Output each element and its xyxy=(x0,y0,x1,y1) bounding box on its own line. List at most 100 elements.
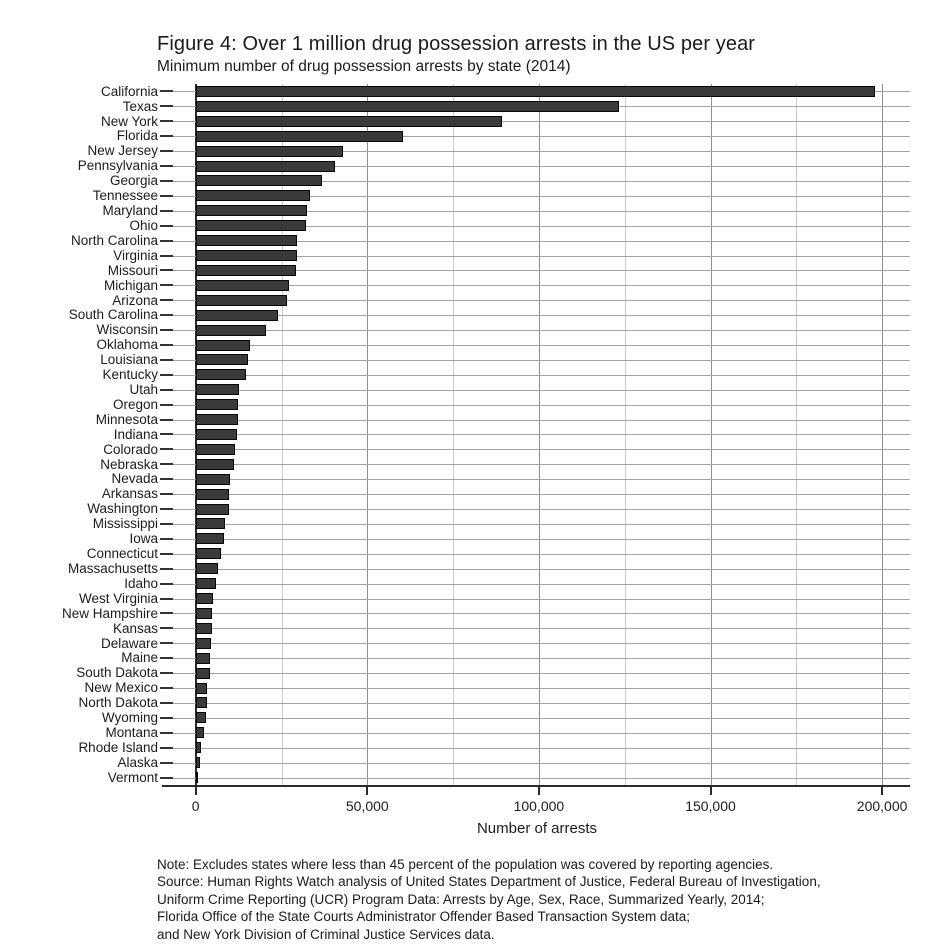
bar xyxy=(195,100,619,112)
row-gridline xyxy=(172,330,910,332)
bar xyxy=(195,205,307,217)
y-tick xyxy=(160,597,173,600)
y-tick xyxy=(160,239,173,242)
bar-row: Montana xyxy=(0,725,946,740)
state-label: Vermont xyxy=(107,769,158,785)
state-label: Idaho xyxy=(124,575,158,591)
row-gridline xyxy=(172,255,910,257)
y-tick xyxy=(160,269,173,272)
bar-row: New Jersey xyxy=(0,144,946,159)
bar xyxy=(195,175,322,187)
bar xyxy=(195,667,211,679)
row-gridline xyxy=(172,136,910,138)
note-line: Source: Human Rights Watch analysis of U… xyxy=(157,874,821,890)
state-label: Rhode Island xyxy=(78,739,158,755)
bar-row: Nebraska xyxy=(0,457,946,472)
state-label: Georgia xyxy=(109,173,158,189)
bar-row: Missouri xyxy=(0,263,946,278)
state-label: Colorado xyxy=(103,441,158,457)
y-tick xyxy=(160,344,173,346)
row-gridline xyxy=(172,151,910,153)
bar-row: Michigan xyxy=(0,278,946,293)
y-tick xyxy=(160,388,173,391)
bar-row: New Hampshire xyxy=(0,606,946,621)
bar xyxy=(195,548,221,560)
row-gridline xyxy=(172,434,910,436)
state-label: Iowa xyxy=(129,531,158,547)
bar-row: Kansas xyxy=(0,621,946,636)
state-label: Michigan xyxy=(103,277,158,293)
y-tick xyxy=(160,150,173,153)
bar-row: West Virginia xyxy=(0,591,946,606)
bar-row: Rhode Island xyxy=(0,740,946,755)
bar-row: Indiana xyxy=(0,427,946,442)
y-tick xyxy=(160,657,173,660)
bar-row: New Mexico xyxy=(0,681,946,696)
y-tick xyxy=(160,567,173,570)
y-tick xyxy=(160,194,173,197)
state-label: Wisconsin xyxy=(96,322,158,338)
state-label: Wyoming xyxy=(101,710,158,726)
row-gridline xyxy=(172,449,910,451)
bar-row: South Dakota xyxy=(0,666,946,681)
bar xyxy=(195,518,226,530)
figure-subtitle: Minimum number of drug possession arrest… xyxy=(157,58,571,75)
state-label: New Jersey xyxy=(87,143,158,159)
note-line: Uniform Crime Reporting (UCR) Program Da… xyxy=(157,891,765,907)
x-axis-title: Number of arrests xyxy=(476,820,598,837)
bar xyxy=(195,607,212,619)
bar-row: Utah xyxy=(0,382,946,397)
y-tick xyxy=(160,522,173,525)
y-tick xyxy=(160,552,173,555)
row-gridline xyxy=(172,568,910,570)
state-label: Nebraska xyxy=(100,456,158,472)
note-line: and New York Division of Criminal Justic… xyxy=(157,926,495,942)
state-label: Minnesota xyxy=(95,411,158,427)
x-axis-line xyxy=(162,785,910,787)
state-label: Kentucky xyxy=(102,367,158,383)
bar xyxy=(195,593,213,605)
row-gridline xyxy=(172,509,910,511)
bar-row: Arkansas xyxy=(0,487,946,502)
bar xyxy=(195,772,199,784)
state-label: Ohio xyxy=(129,217,158,233)
row-gridline xyxy=(172,523,910,525)
y-tick xyxy=(160,418,173,421)
bar xyxy=(195,697,207,709)
state-label: Washington xyxy=(87,501,158,517)
bar xyxy=(195,414,238,426)
row-gridline xyxy=(172,359,910,361)
y-tick xyxy=(160,746,173,749)
row-gridline xyxy=(172,702,910,704)
row-gridline xyxy=(172,732,910,734)
bar-row: Tennessee xyxy=(0,188,946,203)
y-tick xyxy=(160,478,173,481)
x-tick-label: 100,000 xyxy=(513,798,565,814)
y-tick xyxy=(160,642,173,645)
state-label: Massachusetts xyxy=(67,560,158,576)
state-label: Louisiana xyxy=(100,352,158,368)
y-tick xyxy=(160,224,173,227)
bar xyxy=(195,354,249,366)
y-tick xyxy=(160,433,173,436)
state-label: Arizona xyxy=(112,292,158,308)
bar xyxy=(195,339,250,351)
state-label: West Virginia xyxy=(78,590,158,606)
state-label: Maine xyxy=(121,650,158,666)
state-label: Delaware xyxy=(100,635,158,651)
bar xyxy=(195,503,229,515)
bar-row: Mississippi xyxy=(0,517,946,532)
row-gridline xyxy=(172,628,910,630)
bar-row: Wyoming xyxy=(0,710,946,725)
bar xyxy=(195,160,336,172)
bar-row: Maine xyxy=(0,651,946,666)
bar-row: Alaska xyxy=(0,755,946,770)
x-tick xyxy=(537,787,540,795)
y-tick xyxy=(160,105,173,108)
bar-row: Nevada xyxy=(0,472,946,487)
row-gridline xyxy=(172,747,910,749)
state-label: Arkansas xyxy=(101,486,158,502)
bar-row: Vermont xyxy=(0,770,946,785)
bar xyxy=(195,309,279,321)
